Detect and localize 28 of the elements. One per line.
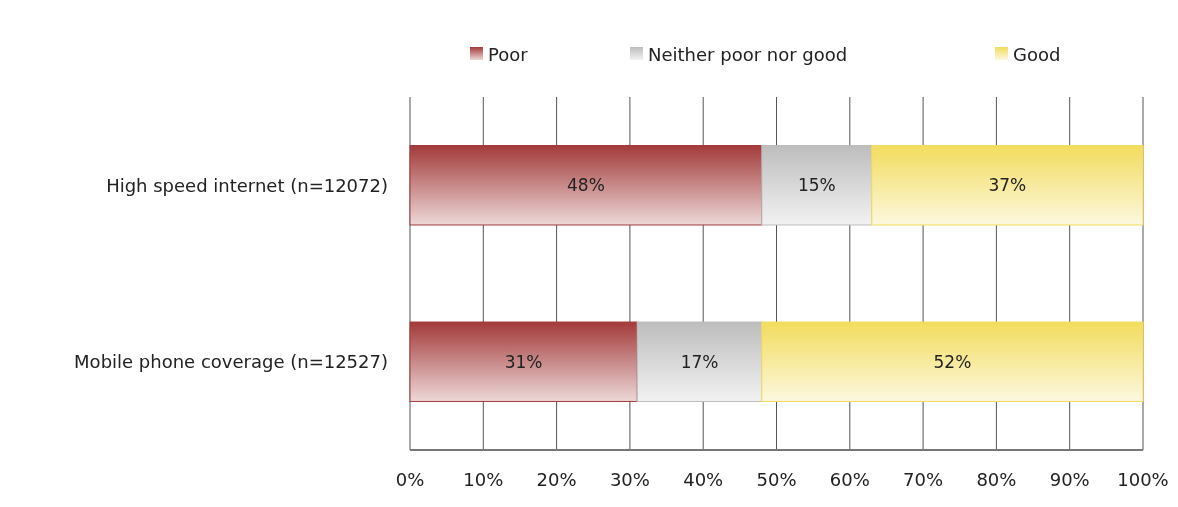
x-tick-label: 70% <box>903 469 944 490</box>
x-tick-label: 10% <box>463 469 504 490</box>
x-tick-label: 90% <box>1049 469 1090 490</box>
bar <box>761 321 1144 402</box>
legend-label: Good <box>1013 43 1061 65</box>
text: 48% <box>567 175 605 196</box>
x-tick-label: 60% <box>829 469 870 490</box>
x-tick-label: 80% <box>976 469 1017 490</box>
bar <box>871 145 1144 226</box>
text: 31% <box>504 351 543 372</box>
text: 17% <box>680 351 719 372</box>
x-tick-label: 50% <box>756 469 797 490</box>
y-tick-label: High speed internet (n=12072) <box>106 174 388 196</box>
bar <box>636 321 763 402</box>
x-tick-label: 0% <box>395 469 425 490</box>
x-tick-label: 40% <box>683 469 724 490</box>
y-tick-label: Mobile phone coverage (n=12527) <box>74 351 388 373</box>
text: 37% <box>988 175 1027 196</box>
bar <box>761 145 873 226</box>
bar <box>409 145 763 226</box>
text: 15% <box>797 175 836 196</box>
legend-label: Poor <box>488 43 529 65</box>
x-tick-label: 100% <box>1117 469 1169 490</box>
bar <box>409 321 638 402</box>
x-tick-label: 30% <box>609 469 650 490</box>
x-tick-label: 20% <box>536 469 577 490</box>
text: 52% <box>933 351 972 372</box>
legend-label: Neither poor nor good <box>648 43 848 65</box>
